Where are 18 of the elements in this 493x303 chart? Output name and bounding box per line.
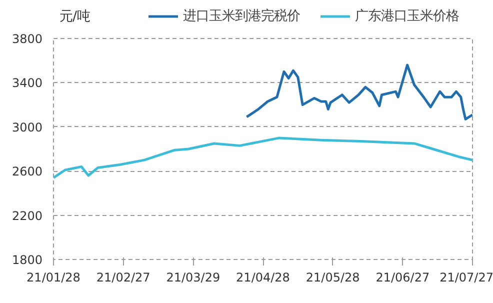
line-series: [54, 136, 472, 179]
legend-label: 进口玉米到港完税价: [183, 8, 300, 25]
x-tick-label: 21/01/28: [26, 270, 80, 284]
y-tick-label: 3400: [12, 76, 43, 90]
y-tick-label: 2600: [12, 164, 43, 179]
y-tick-label: 3000: [12, 120, 43, 134]
y-axis-title: 元/吨: [60, 10, 90, 24]
y-tick-label: 1800: [12, 253, 43, 267]
x-tick-label: 21/05/28: [306, 270, 360, 284]
y-tick-label: 3800: [12, 32, 43, 46]
y-tick-label: 2200: [12, 208, 43, 223]
x-tick-label: 21/02/27: [96, 270, 150, 284]
x-tick-label: 21/03/29: [166, 270, 220, 284]
x-tick-label: 21/07/27: [440, 270, 493, 284]
legend-label: 广东港口玉米价格: [355, 8, 459, 25]
x-tick-label: 21/06/27: [376, 270, 430, 284]
x-tick-label: 21/04/28: [236, 270, 290, 284]
line-series: [245, 64, 472, 120]
